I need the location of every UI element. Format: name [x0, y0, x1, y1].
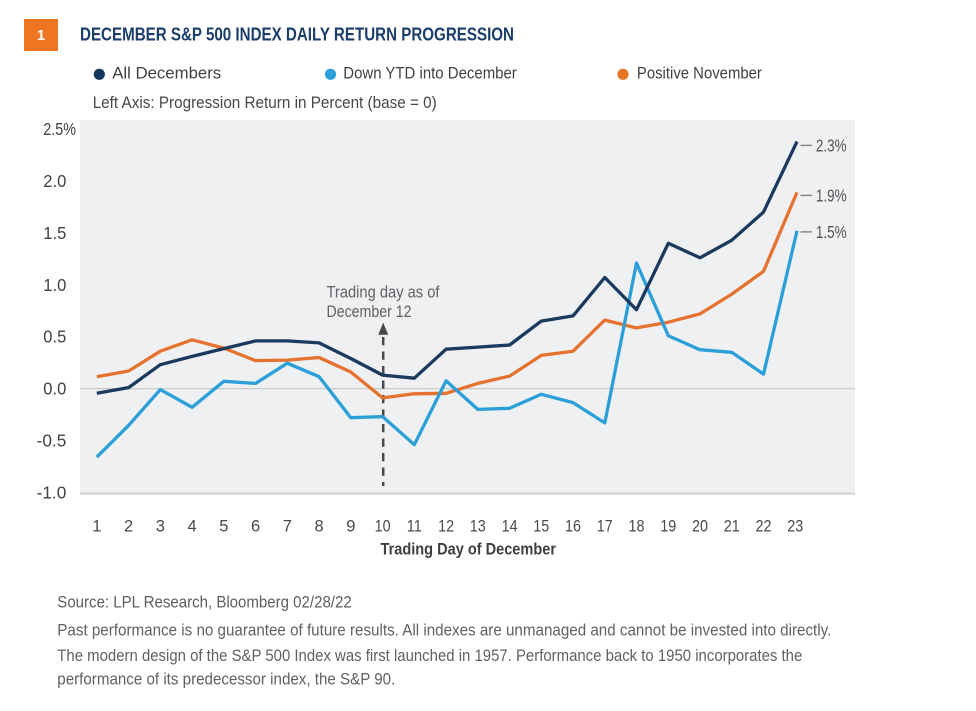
svg-text:15: 15 — [533, 517, 549, 535]
svg-text:DECEMBER S&P 500 INDEX DAILY R: DECEMBER S&P 500 INDEX DAILY RETURN PROG… — [80, 24, 514, 45]
svg-text:4: 4 — [188, 517, 197, 535]
svg-text:11: 11 — [407, 517, 422, 535]
svg-text:6: 6 — [251, 517, 260, 535]
svg-text:10: 10 — [375, 517, 391, 535]
svg-text:0.0: 0.0 — [43, 379, 66, 399]
svg-text:-0.5: -0.5 — [37, 431, 67, 451]
svg-text:9: 9 — [346, 517, 355, 535]
svg-text:23: 23 — [787, 517, 803, 535]
svg-text:1.5%: 1.5% — [816, 222, 847, 242]
svg-text:1.5: 1.5 — [43, 223, 66, 243]
svg-text:-1.0: -1.0 — [37, 482, 67, 502]
svg-text:2.5%: 2.5% — [43, 119, 76, 139]
svg-text:0.5: 0.5 — [43, 327, 66, 347]
svg-text:1: 1 — [37, 27, 45, 44]
svg-text:5: 5 — [219, 517, 228, 535]
svg-text:2.0: 2.0 — [43, 171, 66, 191]
svg-text:1: 1 — [92, 517, 101, 535]
svg-text:The modern design of the S&P 5: The modern design of the S&P 500 Index w… — [57, 647, 802, 665]
svg-text:December 12: December 12 — [327, 303, 412, 321]
svg-text:19: 19 — [660, 517, 676, 535]
svg-text:7: 7 — [283, 517, 292, 535]
svg-text:21: 21 — [724, 517, 740, 535]
svg-text:14: 14 — [502, 517, 518, 535]
svg-text:All Decembers: All Decembers — [112, 64, 221, 83]
svg-text:Down YTD into December: Down YTD into December — [343, 64, 517, 83]
svg-text:Trading day as of: Trading day as of — [327, 284, 440, 302]
svg-text:17: 17 — [597, 517, 613, 535]
svg-text:22: 22 — [756, 517, 772, 535]
svg-text:1.0: 1.0 — [43, 275, 66, 295]
svg-text:16: 16 — [565, 517, 581, 535]
svg-text:Positive November: Positive November — [637, 64, 762, 83]
svg-text:18: 18 — [629, 517, 645, 535]
svg-text:Source: LPL Research, Bloomber: Source: LPL Research, Bloomberg 02/28/22 — [57, 594, 351, 612]
svg-text:12: 12 — [438, 517, 454, 535]
svg-text:Trading Day of December: Trading Day of December — [381, 541, 557, 559]
svg-text:Past performance is no guarant: Past performance is no guarantee of futu… — [57, 621, 831, 639]
svg-text:8: 8 — [315, 517, 324, 535]
svg-text:20: 20 — [692, 517, 708, 535]
svg-text:2: 2 — [124, 517, 133, 535]
svg-text:3: 3 — [156, 517, 165, 535]
svg-text:2.3%: 2.3% — [816, 135, 847, 155]
svg-text:performance of its predecessor: performance of its predecessor index, th… — [57, 670, 395, 688]
svg-text:Left Axis: Progression Return: Left Axis: Progression Return in Percent… — [93, 93, 437, 112]
svg-text:1.9%: 1.9% — [816, 185, 847, 205]
svg-text:13: 13 — [470, 517, 486, 535]
